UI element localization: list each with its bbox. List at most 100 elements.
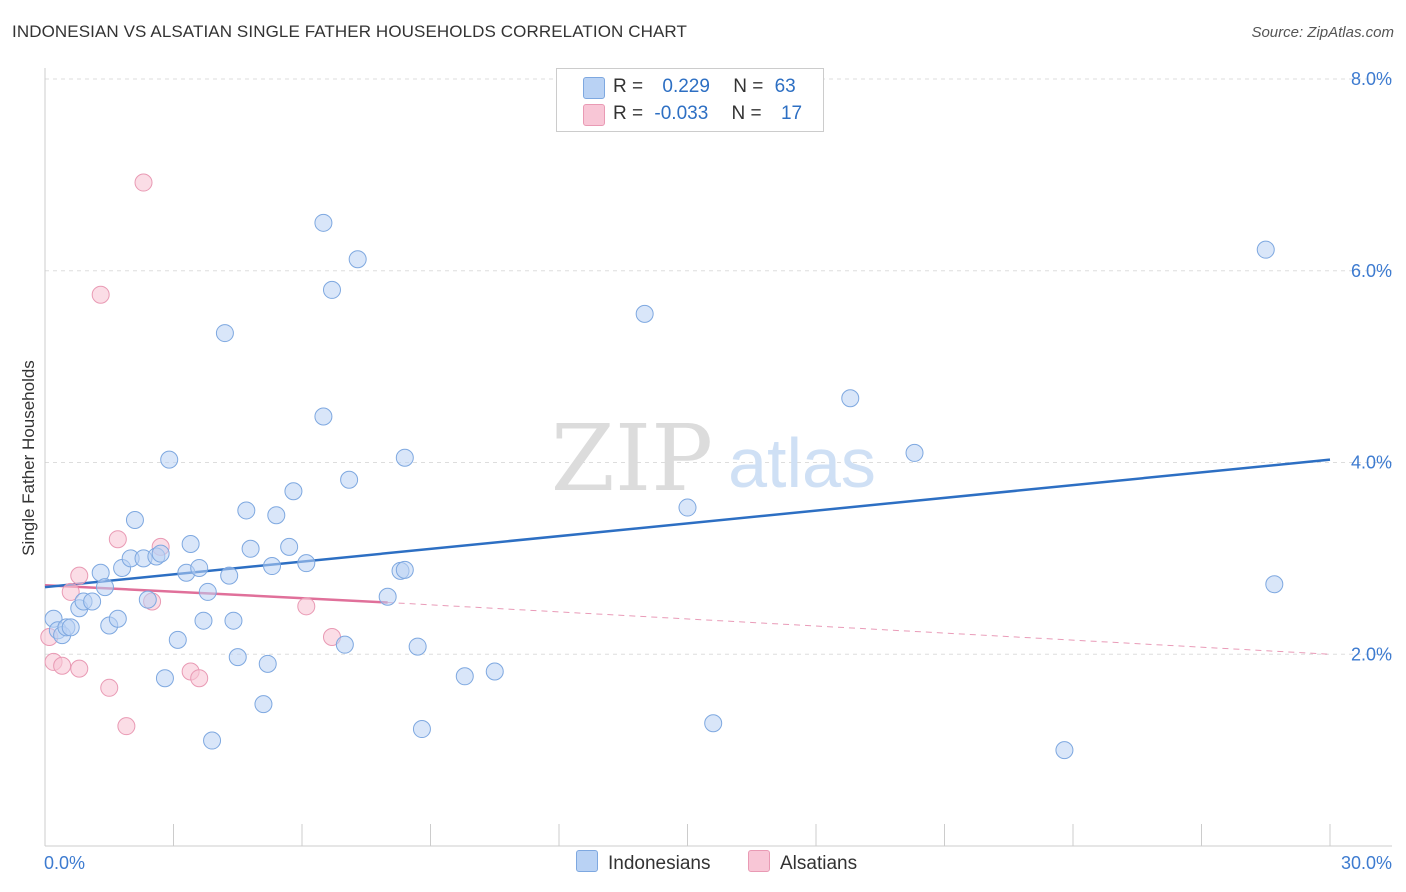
alsatian-point	[100, 678, 119, 697]
legend-text-indonesian: R = 0.229 N = 63	[613, 76, 796, 98]
legend-label-alsatians: Alsatians	[780, 853, 858, 874]
alsatian-trend-extension	[387, 601, 1331, 655]
alsatians-swatch	[748, 850, 770, 872]
series-legend: Indonesians Alsatians	[0, 850, 1406, 878]
indonesian-point	[61, 618, 80, 637]
indonesian-point	[181, 534, 200, 553]
y-tick-label: 4.0%	[1351, 453, 1392, 473]
indonesian-point	[314, 213, 333, 232]
indonesian-point	[237, 501, 256, 520]
indonesian-point	[635, 304, 654, 323]
indonesian-point	[905, 443, 924, 462]
y-axis-label: Single Father Households	[19, 360, 38, 556]
indonesian-point	[314, 407, 333, 426]
r-value: -0.033	[654, 103, 709, 124]
y-tick-label: 2.0%	[1351, 644, 1392, 664]
watermark: ZIP atlas	[551, 405, 876, 512]
indonesian-point	[220, 566, 239, 585]
legend-item-indonesians: Indonesians	[576, 850, 710, 875]
indonesian-point	[215, 324, 234, 343]
indonesian-point	[108, 609, 127, 628]
alsatian-point	[53, 656, 72, 675]
alsatian-point	[134, 173, 153, 192]
alsatian-point	[70, 659, 89, 678]
y-tick-label: 8.0%	[1351, 69, 1392, 89]
indonesian-point	[198, 582, 217, 601]
indonesian-point	[203, 731, 222, 750]
alsatian-point	[190, 669, 209, 688]
axes	[44, 68, 1392, 847]
alsatian-swatch	[583, 104, 605, 126]
indonesian-point	[378, 587, 397, 606]
r-label: R =	[613, 103, 644, 124]
indonesian-point	[168, 630, 187, 649]
indonesian-point	[224, 611, 243, 630]
y-tick-label: 6.0%	[1351, 261, 1392, 281]
legend-label-indonesians: Indonesians	[608, 853, 711, 874]
indonesian-point	[228, 648, 247, 667]
indonesian-point	[160, 450, 179, 469]
indonesian-point	[335, 635, 354, 654]
r-label: R =	[613, 76, 644, 97]
alsatian-point	[297, 597, 316, 616]
x-tick-labels: 0.0% 30.0%	[44, 853, 1392, 873]
indonesian-point	[678, 498, 697, 517]
indonesian-point	[1265, 575, 1284, 594]
alsatian-point	[108, 530, 127, 549]
watermark-zip: ZIP	[551, 405, 713, 512]
indonesian-point	[125, 511, 144, 530]
indonesian-point	[395, 448, 414, 467]
indonesian-point	[297, 554, 316, 573]
indonesian-point	[340, 470, 359, 489]
indonesian-trend-line	[44, 458, 1331, 589]
legend-text-alsatian: R = -0.033 N = 17	[613, 103, 802, 125]
alsatian-point	[91, 285, 110, 304]
indonesians-swatch	[576, 850, 598, 872]
source-label: Source: ZipAtlas.com	[1251, 24, 1394, 41]
alsatian-point	[61, 582, 80, 601]
indonesian-point	[704, 714, 723, 733]
indonesian-point	[485, 662, 504, 681]
alsatian-points	[40, 173, 341, 736]
correlation-legend: R = 0.229 N = 63 R = -0.033 N = 17	[556, 68, 824, 132]
indonesian-point	[455, 667, 474, 686]
n-label: N =	[733, 76, 764, 97]
indonesian-points	[44, 213, 1284, 760]
y-tick-labels: 2.0% 4.0% 6.0% 8.0%	[1351, 69, 1392, 664]
alsatian-point	[70, 566, 89, 585]
indonesian-point	[95, 578, 114, 597]
alsatian-point	[117, 717, 136, 736]
indonesian-point	[194, 611, 213, 630]
indonesian-point	[267, 506, 286, 525]
r-value: 0.229	[662, 76, 710, 97]
indonesian-point	[190, 558, 209, 577]
indonesian-point	[284, 482, 303, 501]
x-tick-label-min: 0.0%	[44, 853, 85, 873]
indonesian-point	[322, 280, 341, 299]
indonesian-point	[155, 669, 174, 688]
indonesian-point	[408, 637, 427, 656]
n-label: N =	[731, 103, 762, 124]
indonesian-point	[395, 560, 414, 579]
chart-title: INDONESIAN VS ALSATIAN SINGLE FATHER HOU…	[12, 22, 687, 41]
indonesian-swatch	[583, 77, 605, 99]
indonesian-point	[241, 539, 260, 558]
indonesian-point	[412, 720, 431, 739]
indonesian-point	[348, 250, 367, 269]
indonesian-point	[258, 654, 277, 673]
indonesian-point	[83, 592, 102, 611]
indonesian-point	[1256, 240, 1275, 259]
legend-item-alsatians: Alsatians	[748, 850, 857, 875]
x-tick-label-max: 30.0%	[1341, 853, 1392, 873]
indonesian-point	[138, 590, 157, 609]
indonesian-point	[1055, 741, 1074, 760]
indonesian-point	[280, 537, 299, 556]
indonesian-point	[841, 389, 860, 408]
n-value: 17	[780, 103, 803, 124]
watermark-atlas: atlas	[728, 424, 876, 502]
indonesian-point	[263, 557, 282, 576]
indonesian-point	[254, 695, 273, 714]
indonesian-point	[151, 544, 170, 563]
n-value: 63	[774, 76, 796, 97]
